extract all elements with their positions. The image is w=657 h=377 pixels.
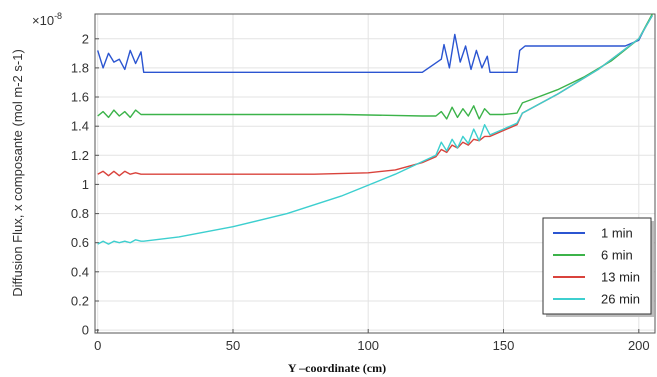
y-tick-label: 1.4 [71, 119, 89, 134]
legend-label: 13 min [601, 270, 640, 285]
axis-ticks: 0 50 100 150 200 0 0.2 0.4 0.6 0.8 1 1.2 1.4 1.6 1.8 2 [71, 31, 650, 353]
y-tick-label: 1 [82, 177, 89, 192]
y-tick-label: 1.2 [71, 148, 89, 163]
x-tick-label: 0 [94, 338, 101, 353]
y-axis-label: Diffusion Flux, x composante (mol m-2 s-… [10, 49, 25, 297]
x-tick-label: 50 [226, 338, 240, 353]
y-tick-label: 2 [82, 31, 89, 46]
series-line-6-min [97, 13, 653, 120]
legend-label: 1 min [601, 226, 633, 241]
x-tick-label: 200 [628, 338, 650, 353]
y-tick-label: 0 [82, 323, 89, 338]
legend: 1 min 6 min 13 min 26 min [542, 217, 654, 317]
y-tick-label: 1.8 [71, 60, 89, 75]
series-line-13-min [97, 15, 653, 177]
x-axis-label: Y –coordinate (cm) [288, 361, 386, 375]
y-tick-label: 0.8 [71, 206, 89, 221]
grid [95, 14, 655, 333]
legend-label: 6 min [601, 248, 633, 263]
legend-label: 26 min [601, 292, 640, 307]
y-tick-label: 0.2 [71, 294, 89, 309]
x-tick-label: 150 [493, 338, 515, 353]
plot-area-frame [94, 13, 656, 334]
y-tick-label: 0.4 [71, 264, 89, 279]
y-tick-label: 0.6 [71, 235, 89, 250]
y-tick-label: 1.6 [71, 90, 89, 105]
series-layer [97, 13, 653, 245]
series-line-26-min [97, 15, 653, 245]
y-multiplier-exponent: -8 [54, 11, 62, 21]
x-tick-label: 100 [357, 338, 379, 353]
series-line-1-min [97, 15, 653, 74]
y-multiplier-label: ×10-8 [32, 11, 62, 28]
